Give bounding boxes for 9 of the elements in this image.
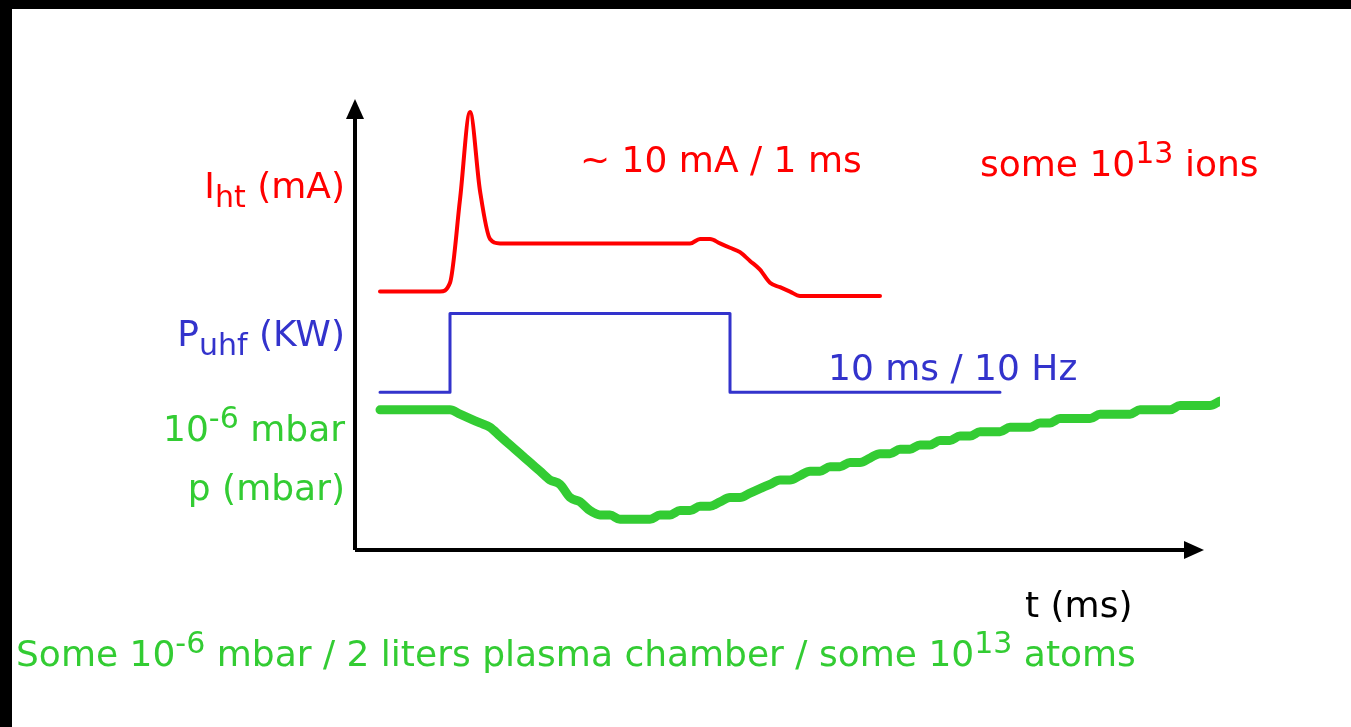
x-axis-title: t (ms) xyxy=(1025,584,1133,625)
annotation: ~ 10 mA / 1 ms xyxy=(580,139,862,180)
series-label: p (mbar) xyxy=(187,467,345,508)
text: I$_{ht}$ (mA) xyxy=(204,165,345,214)
text: 10$^{-6}$ mbar xyxy=(163,400,345,449)
series-label: P$_{uhf}$ (KW) xyxy=(177,313,345,362)
annotation: 10 ms / 10 Hz xyxy=(828,347,1078,388)
text: Some 10$^{-6}$ mbar / 2 liters plasma chamber / some 10$^{13}$ atoms xyxy=(16,625,1136,674)
annotation: some 10$^{13}$ ions xyxy=(980,135,1259,184)
